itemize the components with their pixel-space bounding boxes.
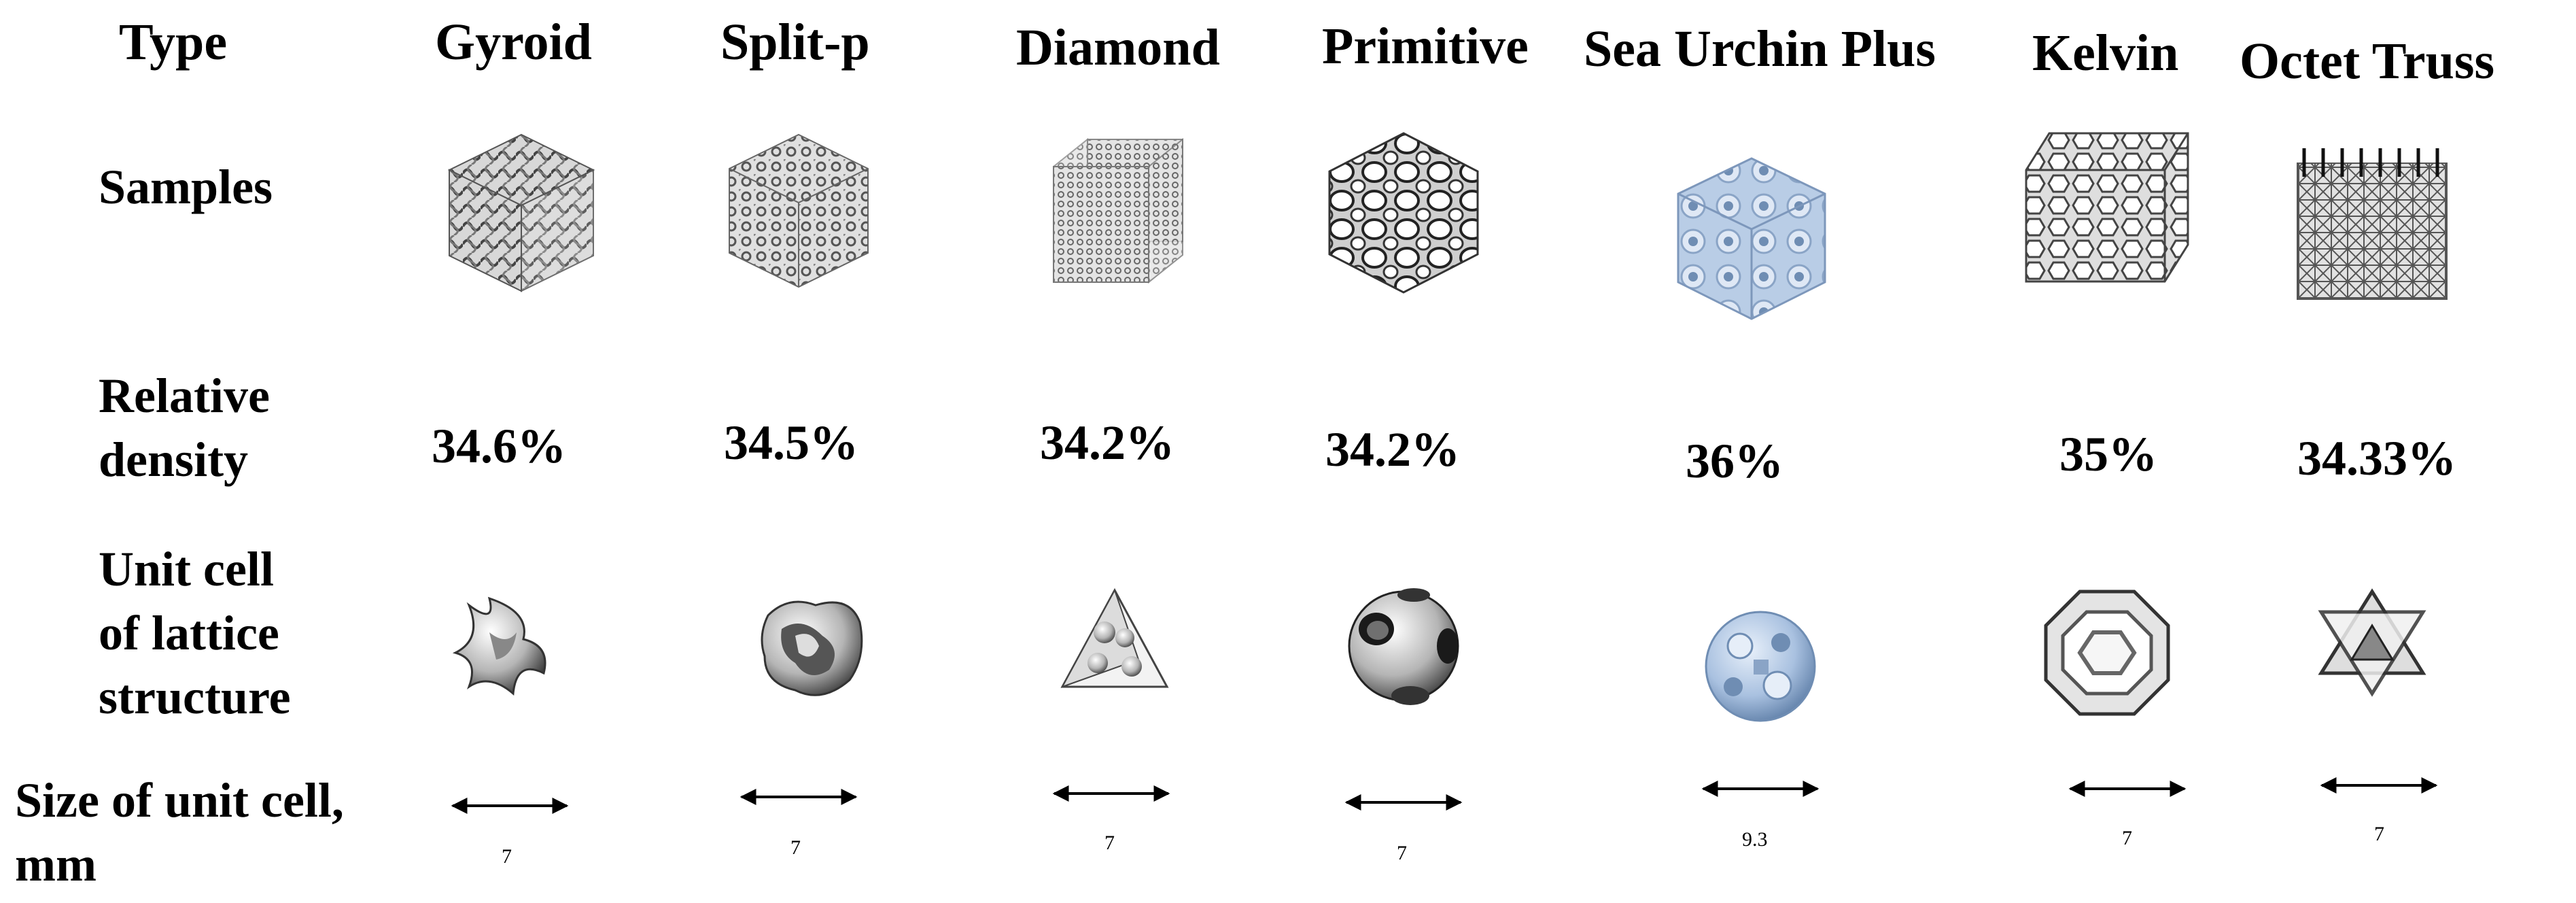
split-p-size-bar bbox=[739, 789, 858, 805]
sea-urchin-plus-size-bar bbox=[1701, 781, 1820, 797]
diamond-sample-cube bbox=[1053, 137, 1183, 284]
size-split-p: 7 bbox=[790, 836, 801, 859]
size-gyroid: 7 bbox=[502, 845, 512, 868]
column-header-kelvin: Kelvin bbox=[2032, 24, 2179, 82]
column-header-primitive: Primitive bbox=[1322, 18, 1529, 75]
column-header-gyroid: Gyroid bbox=[435, 14, 592, 71]
density-split-p: 34.5% bbox=[724, 415, 858, 470]
row-label-unit-cell: Unit cell of lattice structure bbox=[99, 537, 291, 729]
row-label-size-line-2: mm bbox=[15, 837, 97, 891]
density-diamond: 34.2% bbox=[1040, 415, 1174, 470]
kelvin-size-bar bbox=[2068, 781, 2187, 797]
column-header-split-p: Split-p bbox=[720, 14, 870, 71]
primitive-size-bar bbox=[1344, 794, 1463, 811]
row-label-unit-cell-line-2: of lattice bbox=[99, 606, 279, 660]
row-label-size-line-1: Size of unit cell, bbox=[15, 773, 344, 828]
row-label-density-line-1: Relative bbox=[99, 369, 270, 423]
column-header-octet-truss: Octet Truss bbox=[2240, 33, 2495, 90]
size-primitive: 7 bbox=[1397, 842, 1407, 864]
row-label-density-line-2: density bbox=[99, 432, 249, 487]
row-label-unit-cell-line-1: Unit cell bbox=[99, 542, 274, 596]
density-primitive: 34.2% bbox=[1325, 422, 1460, 477]
kelvin-sample-cube bbox=[2025, 132, 2189, 283]
size-kelvin: 7 bbox=[2122, 827, 2132, 849]
column-header-sea-urchin-plus: Sea Urchin Plus bbox=[1584, 20, 1936, 78]
octet-truss-sample-cube bbox=[2297, 148, 2448, 300]
density-kelvin: 35% bbox=[2059, 427, 2157, 481]
type-header: Type bbox=[119, 14, 228, 71]
diamond-size-bar bbox=[1052, 785, 1170, 802]
split-p-sample-cube bbox=[729, 133, 869, 288]
row-label-unit-cell-line-3: structure bbox=[99, 670, 291, 724]
primitive-unit-cell bbox=[1348, 588, 1459, 705]
row-label-size: Size of unit cell, mm bbox=[15, 768, 344, 896]
density-gyroid: 34.6% bbox=[432, 419, 566, 473]
split-p-unit-cell bbox=[761, 600, 863, 696]
size-sea-urchin-plus: 9.3 bbox=[1742, 828, 1768, 851]
gyroid-sample-cube bbox=[447, 133, 595, 292]
density-octet-truss: 34.33% bbox=[2297, 431, 2456, 485]
diamond-unit-cell bbox=[1060, 587, 1169, 688]
row-label-samples: Samples bbox=[99, 160, 273, 214]
kelvin-unit-cell bbox=[2044, 590, 2170, 716]
sea-urchin-plus-sample-cube bbox=[1677, 157, 1826, 320]
octet-truss-size-bar bbox=[2320, 777, 2438, 794]
sea-urchin-plus-unit-cell bbox=[1705, 611, 1816, 722]
primitive-sample-cube bbox=[1328, 132, 1479, 294]
octet-truss-unit-cell bbox=[2318, 588, 2426, 697]
gyroid-unit-cell bbox=[452, 596, 546, 696]
row-label-relative-density: Relative density bbox=[99, 364, 270, 492]
size-diamond: 7 bbox=[1104, 832, 1115, 854]
gyroid-size-bar bbox=[451, 798, 569, 814]
density-sea-urchin-plus: 36% bbox=[1686, 434, 1783, 488]
size-octet-truss: 7 bbox=[2374, 823, 2384, 845]
column-header-diamond: Diamond bbox=[1016, 19, 1220, 76]
